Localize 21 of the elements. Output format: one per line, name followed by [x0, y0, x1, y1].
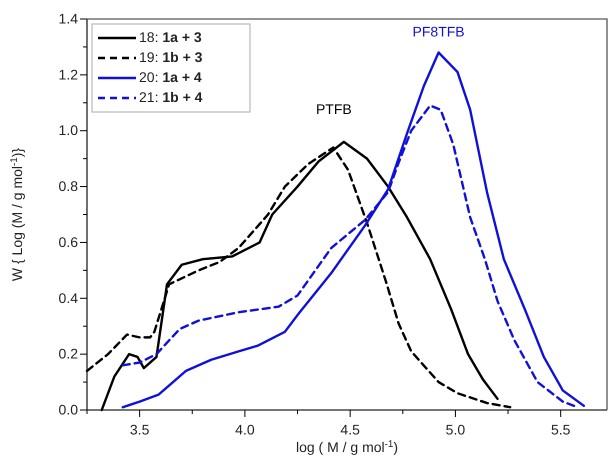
x-tick-label: 5.5 — [550, 421, 571, 438]
line-series — [122, 51, 586, 408]
legend-label: 21: 1b + 4 — [139, 88, 203, 105]
x-tick-label: 4.0 — [235, 421, 255, 438]
x-tick-label: 5.0 — [446, 421, 466, 438]
annotation: PTFB — [316, 100, 352, 117]
x-tick-label: 4.5 — [340, 421, 360, 438]
y-tick-label: 0.2 — [58, 346, 78, 362]
legend-label: 18: 1a + 3 — [139, 28, 202, 45]
legend-label: 20: 1a + 4 — [139, 68, 202, 85]
y-tick-label: 1.4 — [58, 10, 78, 26]
annotation: PF8TFB — [412, 24, 465, 40]
y-tick-label: 0.4 — [58, 290, 78, 306]
x-axis-title: log ( M / g mol$^{-1}$) — [296, 438, 398, 455]
y-tick-label: 1.0 — [58, 122, 78, 138]
x-tick-label: 3.5 — [130, 421, 150, 438]
y-tick-label: 0.6 — [58, 234, 78, 250]
y-tick-label: 0.8 — [58, 178, 78, 194]
y-tick-label: 1.2 — [58, 66, 78, 82]
legend-label: 19: 1b + 3 — [139, 48, 203, 65]
y-tick-label: 0.0 — [58, 401, 78, 418]
